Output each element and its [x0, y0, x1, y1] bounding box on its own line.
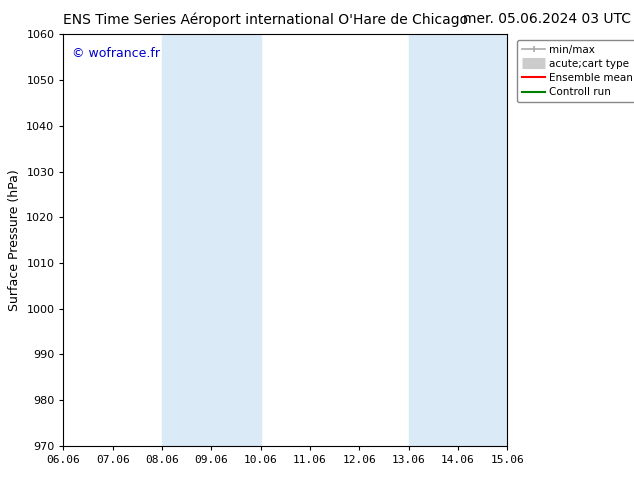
- Text: © wofrance.fr: © wofrance.fr: [72, 47, 160, 60]
- Bar: [408, 34, 507, 446]
- Y-axis label: Surface Pressure (hPa): Surface Pressure (hPa): [8, 169, 21, 311]
- Bar: [162, 34, 261, 446]
- Text: ENS Time Series Aéroport international O'Hare de Chicago: ENS Time Series Aéroport international O…: [63, 12, 469, 27]
- Text: mer. 05.06.2024 03 UTC: mer. 05.06.2024 03 UTC: [463, 12, 631, 26]
- Legend: min/max, acute;cart type, Ensemble mean run, Controll run: min/max, acute;cart type, Ensemble mean …: [517, 40, 634, 102]
